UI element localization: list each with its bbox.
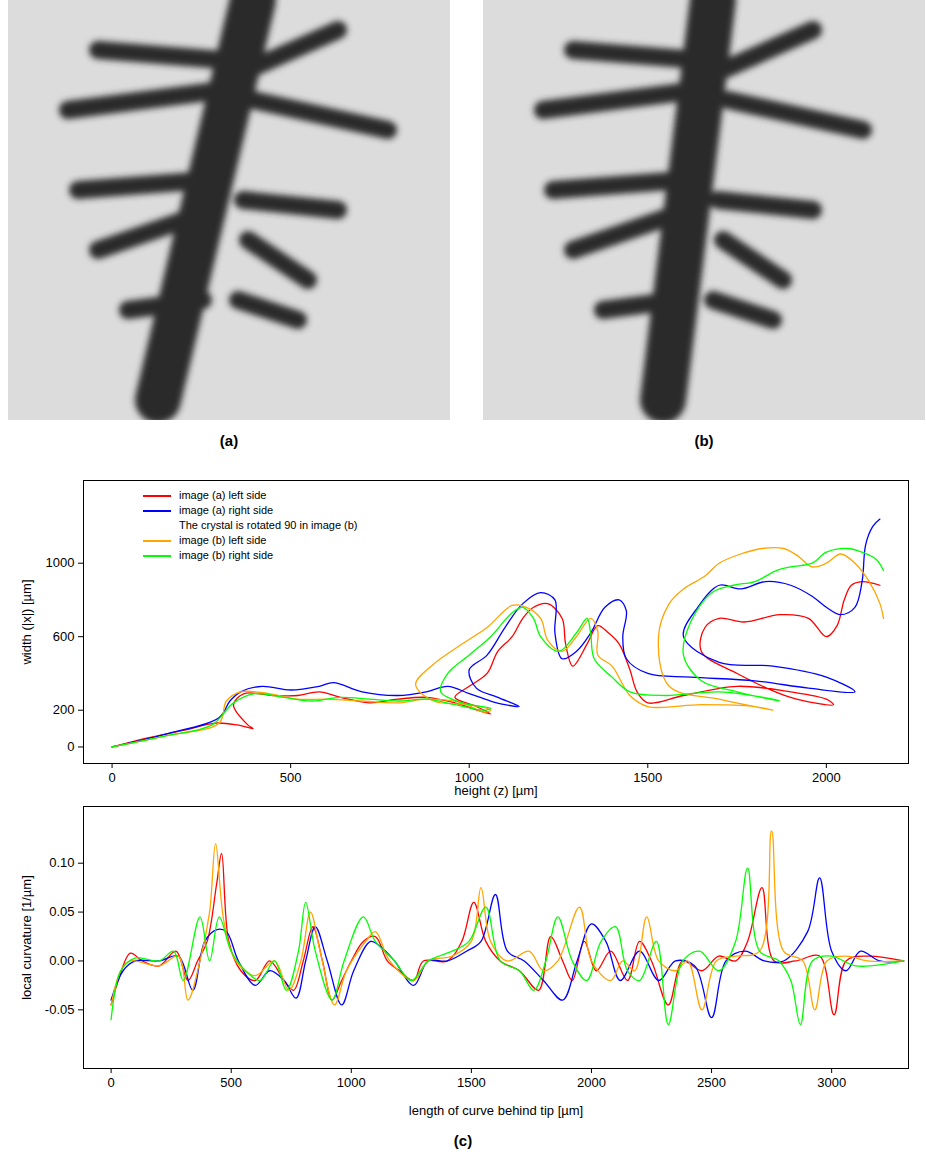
svg-text:0: 0 <box>108 1075 115 1090</box>
svg-text:600: 600 <box>53 629 75 644</box>
svg-text:1000: 1000 <box>337 1075 366 1090</box>
html-text:(c): (c) <box>453 1132 473 1149</box>
svg-text:200: 200 <box>53 702 75 717</box>
svg-text:500: 500 <box>220 1075 242 1090</box>
svg-text:1000: 1000 <box>46 555 75 570</box>
svg-text:local curvature [1/µm]: local curvature [1/µm] <box>19 875 34 1000</box>
svg-text:0.00: 0.00 <box>49 953 74 968</box>
svg-text:1000: 1000 <box>454 769 484 785</box>
svg-text:500: 500 <box>280 770 302 785</box>
html-text:image (a) left side: image (a) left side <box>179 489 267 501</box>
svg-text:1500: 1500 <box>633 770 662 785</box>
html-text:The crystal is rotated 90 in i: The crystal is rotated 90 in image (b) <box>179 519 358 531</box>
html-text:image (b) left side: image (b) left side <box>179 534 267 546</box>
html-text:(a): (a) <box>219 432 239 449</box>
svg-text:length of curve behind tip [µm: length of curve behind tip [µm] <box>409 1103 583 1118</box>
svg-text:2000: 2000 <box>812 770 841 785</box>
svg-text:0: 0 <box>67 739 74 754</box>
svg-text:0.05: 0.05 <box>49 904 74 919</box>
svg-text:2500: 2500 <box>697 1075 726 1090</box>
html-text:image (b) right side: image (b) right side <box>179 549 274 561</box>
svg-text:1500: 1500 <box>457 1075 486 1090</box>
html-text:(b): (b) <box>694 432 714 449</box>
svg-text:2000: 2000 <box>577 1075 606 1090</box>
svg-text:0.10: 0.10 <box>49 855 74 870</box>
html-text:image (a) right side: image (a) right side <box>179 504 274 516</box>
svg-text:width (|x|) [µm]: width (|x|) [µm] <box>19 579 34 665</box>
svg-text:-0.05: -0.05 <box>45 1002 75 1017</box>
svg-text:3000: 3000 <box>817 1075 846 1090</box>
svg-text:0: 0 <box>108 770 115 785</box>
svg-text:height (z) [µm]: height (z) [µm] <box>454 783 537 798</box>
